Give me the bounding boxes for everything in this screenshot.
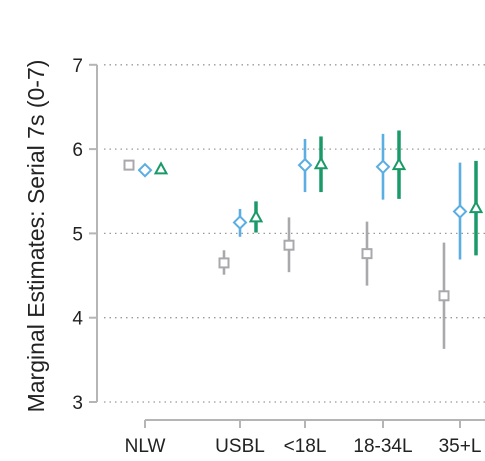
y-tick-label-6: 6 <box>72 140 83 161</box>
y-tick-label-3: 3 <box>72 393 83 414</box>
square-marker-35plus-l <box>438 290 450 302</box>
data-marks <box>123 130 484 349</box>
diamond-marker-under-18l <box>297 157 313 173</box>
axes: 3 4 5 6 7 NLW USBL <18L 18-34L 35+L <box>72 56 485 457</box>
square-marker-nlw <box>123 159 135 171</box>
x-tick-label-nlw: NLW <box>125 436 166 457</box>
diamond-marker-35plus-l <box>452 204 468 219</box>
grid-lines <box>104 64 485 403</box>
x-tick-label-35plus-l: 35+L <box>439 436 482 457</box>
y-tick-label-7: 7 <box>72 56 83 77</box>
triangle-marker-usbl <box>248 209 264 223</box>
diamond-marker-nlw <box>137 162 153 178</box>
triangle-marker-35plus-l <box>468 200 484 214</box>
triangle-marker-nlw <box>153 161 169 175</box>
square-marker-under-18l <box>283 239 295 251</box>
y-tick-label-4: 4 <box>72 309 83 330</box>
y-axis-title: Marginal Estimates: Serial 7s (0-7) <box>23 60 49 413</box>
x-tick-label-18-34l: 18-34L <box>353 436 412 457</box>
y-tick-label-5: 5 <box>72 224 83 245</box>
square-marker-18-34l <box>361 248 373 260</box>
square-marker-usbl <box>218 257 230 269</box>
triangle-marker-18-34l <box>391 157 407 171</box>
x-tick-label-under-18l: <18L <box>284 436 327 457</box>
x-tick-label-usbl: USBL <box>215 436 265 457</box>
triangle-marker-under-18l <box>313 156 329 170</box>
diamond-marker-18-34l <box>375 159 391 175</box>
diamond-marker-usbl <box>232 215 248 230</box>
